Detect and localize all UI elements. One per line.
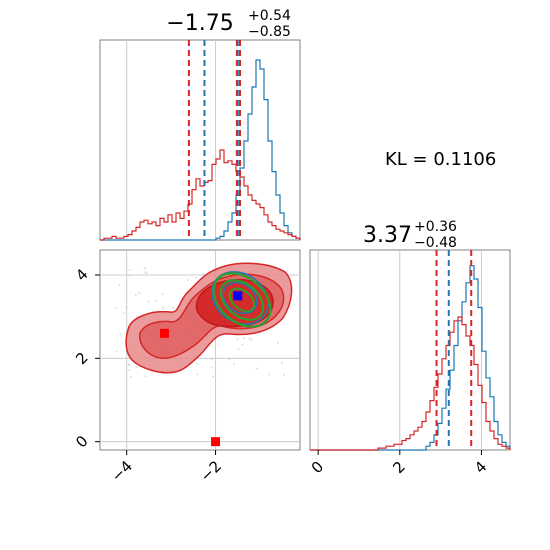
bottom-left-xtick-label-0: −4	[108, 457, 136, 485]
scatter-sample	[161, 293, 164, 296]
histogram-series-1	[310, 316, 511, 451]
scatter-sample	[115, 350, 118, 353]
scatter-sample	[202, 272, 205, 275]
scatter-sample	[135, 365, 138, 368]
scatter-sample	[186, 278, 189, 281]
green-contour-middle	[219, 279, 265, 321]
scatter-sample	[145, 272, 148, 275]
scatter-sample	[212, 375, 215, 378]
scatter-sample	[143, 267, 146, 270]
scatter-sample	[119, 333, 122, 336]
bottom-right-xtick-label-1: 2	[389, 458, 408, 477]
marker-2	[211, 437, 221, 447]
scatter-sample	[155, 299, 158, 302]
scatter-sample	[250, 338, 253, 341]
top-left-quantile-lines	[187, 40, 241, 240]
top-left-grid	[126, 40, 217, 240]
bottom-right-title-minus: −0.48	[414, 235, 457, 251]
scatter-sample	[280, 361, 283, 364]
scatter-sample	[118, 283, 121, 286]
scatter-sample	[172, 306, 175, 309]
scatter-sample	[283, 373, 286, 376]
scatter-sample	[130, 375, 133, 378]
scatter-sample	[144, 375, 147, 378]
bottom-left-markers	[159, 291, 243, 447]
scatter-sample	[195, 276, 198, 279]
scatter-sample	[125, 306, 128, 309]
marker-1	[159, 328, 169, 338]
scatter-sample	[128, 368, 131, 371]
histogram-series-0	[100, 59, 301, 241]
scatter-sample	[138, 291, 141, 294]
scatter-sample	[128, 269, 131, 272]
scatter-sample	[210, 358, 213, 361]
bottom-right-xtick-label-0: 0	[308, 458, 327, 477]
scatter-sample	[268, 373, 271, 376]
bottom-left-ytick-label-0: 0	[72, 432, 91, 451]
bottom-right-title-plus: +0.36	[414, 219, 457, 235]
scatter-sample	[134, 293, 137, 296]
scatter-sample	[196, 373, 199, 376]
bottom-left-contours	[115, 262, 293, 447]
scatter-sample	[255, 367, 258, 370]
scatter-sample	[147, 300, 150, 303]
scatter-sample	[243, 337, 246, 340]
scatter-sample	[277, 341, 280, 344]
scatter-sample	[144, 271, 147, 274]
scatter-sample	[115, 306, 118, 309]
scatter-sample	[128, 274, 131, 277]
scatter-sample	[228, 358, 231, 361]
scatter-sample	[236, 338, 239, 341]
top-left-panel: −1.75 +0.54 −0.85	[99, 8, 301, 241]
bottom-right-xtick-label-2: 4	[471, 458, 490, 477]
top-left-title-value: −1.75	[166, 11, 233, 36]
scatter-sample	[162, 306, 165, 309]
bottom-left-panel: −4 −2 0 2 4	[72, 249, 301, 485]
bottom-left-xtick-label-1: −2	[197, 457, 225, 485]
bottom-left-xticks: −4 −2	[108, 450, 225, 485]
bottom-right-panel: 0 2 4 3.37 +0.36 −0.48	[308, 219, 511, 477]
marker-0	[233, 291, 243, 301]
scatter-sample	[241, 343, 244, 346]
bottom-right-frame	[309, 249, 511, 451]
kl-annotation: KL = 0.1106	[385, 149, 496, 170]
scatter-sample	[196, 362, 199, 365]
bottom-right-quantile-lines	[435, 250, 473, 450]
green-contour-outer	[212, 272, 272, 328]
scatter-sample	[122, 312, 125, 315]
blue-contour-inner	[222, 281, 258, 315]
scatter-sample	[232, 362, 235, 365]
scatter-sample	[248, 337, 251, 340]
bottom-left-ytick-label-2: 4	[72, 265, 91, 284]
bottom-left-yticks: 0 2 4	[72, 265, 100, 451]
top-left-title-minus: −0.85	[248, 24, 291, 40]
scatter-sample	[127, 363, 130, 366]
scatter-sample	[135, 315, 138, 318]
bottom-right-xticks: 0 2 4	[308, 450, 490, 477]
bottom-right-histograms	[310, 265, 511, 451]
scatter-sample	[211, 366, 214, 369]
scatter-sample	[237, 348, 240, 351]
top-left-title-plus: +0.54	[248, 8, 291, 24]
top-left-frame	[99, 39, 301, 241]
green-contour-inner	[228, 287, 256, 313]
bottom-left-ytick-label-1: 2	[72, 349, 91, 368]
bottom-right-title-value: 3.37	[363, 223, 412, 248]
top-left-title: −1.75	[166, 11, 233, 36]
